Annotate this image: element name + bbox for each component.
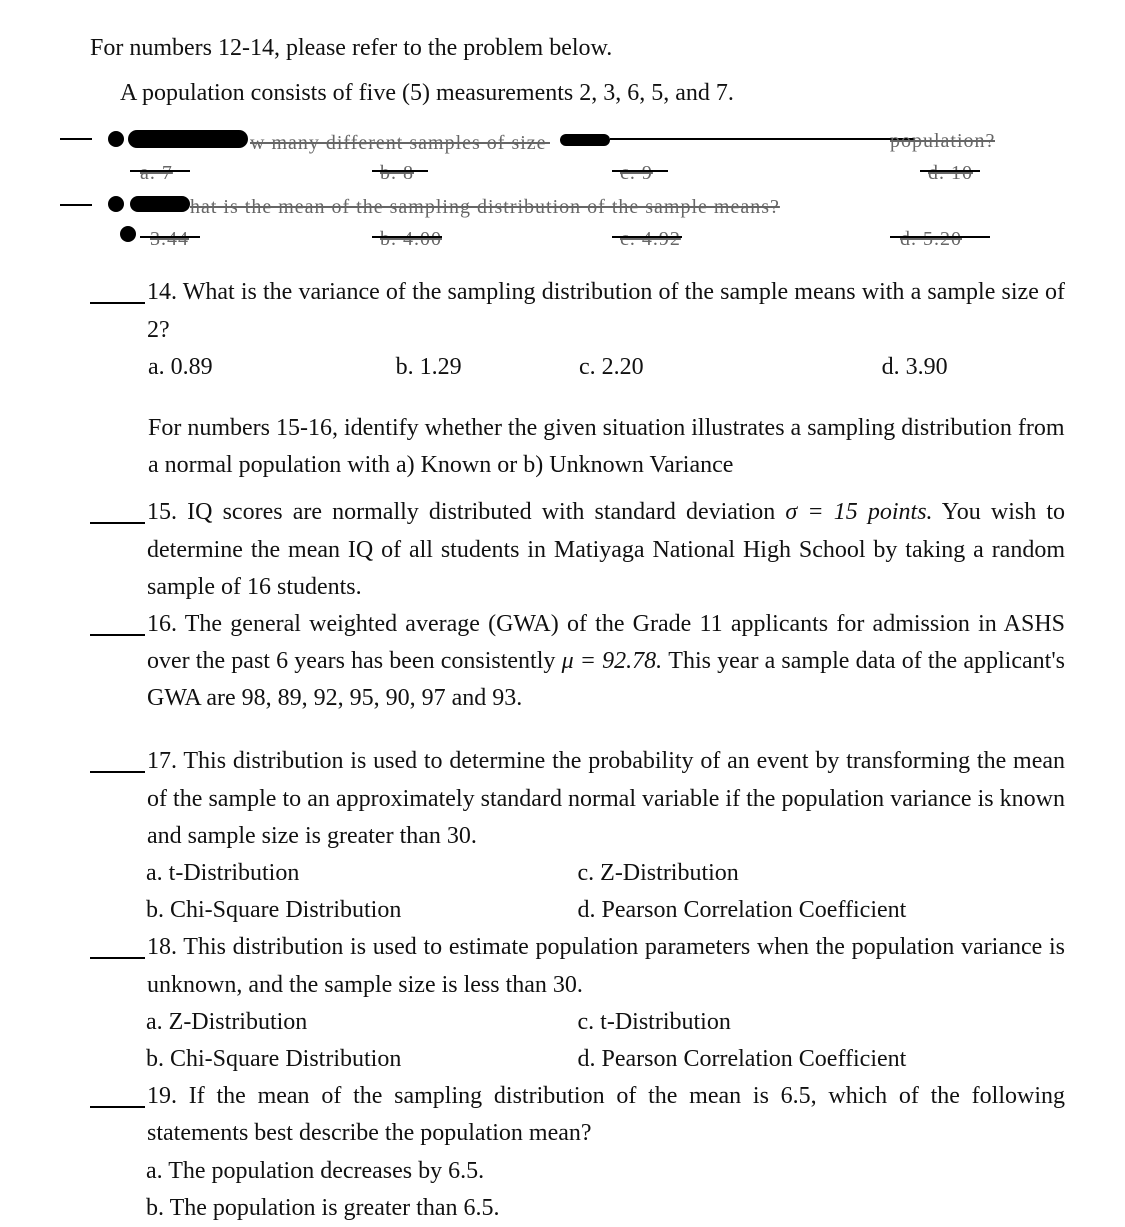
answer-blank (90, 937, 145, 959)
q16-mu: μ = 92.78. (562, 648, 663, 674)
answer-blank (90, 282, 145, 304)
intro-text: For numbers 12-14, please refer to the p… (90, 30, 1065, 67)
answer-blank (90, 614, 145, 636)
question-16: 16. The general weighted average (GWA) o… (90, 606, 1065, 718)
q19-b: b. The population is greater than 6.5. (90, 1190, 1065, 1227)
q17-a: a. t-Distribution (90, 855, 578, 892)
q15-lead: 15. IQ scores are normally distributed w… (147, 499, 785, 525)
q17-c: c. Z-Distribution (578, 855, 1066, 892)
q14-text: 14. What is the variance of the sampling… (147, 279, 1065, 342)
question-18: 18. This distribution is used to estimat… (90, 929, 1065, 1003)
answer-blank (90, 502, 145, 524)
q14-d: d. 3.90 (882, 349, 1065, 386)
q14-b: b. 1.29 (396, 349, 579, 386)
q18-b: b. Chi-Square Distribution (90, 1041, 578, 1078)
q19-text: 19. If the mean of the sampling distribu… (147, 1078, 1065, 1152)
q18-d: d. Pearson Correlation Coefficient (578, 1041, 1066, 1078)
problem-text: A population consists of five (5) measur… (120, 75, 1065, 112)
q17-choices: a. t-Distribution b. Chi-Square Distribu… (90, 855, 1065, 929)
q18-c: c. t-Distribution (578, 1004, 1066, 1041)
q15-sigma: σ = 15 points. (785, 499, 932, 525)
q17-text: 17. This distribution is used to determi… (147, 743, 1065, 855)
q19-choices: a. The population decreases by 6.5. b. T… (90, 1153, 1065, 1227)
question-17: 17. This distribution is used to determi… (90, 743, 1065, 855)
q18-choices: a. Z-Distribution b. Chi-Square Distribu… (90, 1004, 1065, 1078)
q19-a: a. The population decreases by 6.5. (90, 1153, 1065, 1190)
q14-choices: a. 0.89 b. 1.29 c. 2.20 d. 3.90 (90, 349, 1065, 386)
question-15: 15. IQ scores are normally distributed w… (90, 494, 1065, 606)
redacted-questions-12-13: w many different samples of size n popul… (90, 126, 1065, 266)
answer-blank (90, 751, 145, 773)
answer-blank (90, 1086, 145, 1108)
q14-c: c. 2.20 (579, 349, 882, 386)
section-15-16: For numbers 15-16, identify whether the … (90, 410, 1065, 484)
q17-d: d. Pearson Correlation Coefficient (578, 892, 1066, 929)
q17-b: b. Chi-Square Distribution (90, 892, 578, 929)
question-14: 14. What is the variance of the sampling… (90, 274, 1065, 348)
question-19: 19. If the mean of the sampling distribu… (90, 1078, 1065, 1152)
q18-text: 18. This distribution is used to estimat… (147, 929, 1065, 1003)
q14-a: a. 0.89 (148, 349, 396, 386)
q18-a: a. Z-Distribution (90, 1004, 578, 1041)
